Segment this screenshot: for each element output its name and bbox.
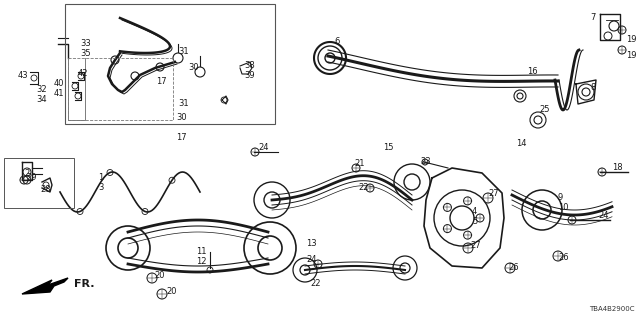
Text: 2: 2 bbox=[25, 170, 30, 179]
Text: 27: 27 bbox=[470, 242, 481, 251]
Text: 24: 24 bbox=[598, 212, 609, 220]
Text: 20: 20 bbox=[154, 271, 164, 281]
Text: 33: 33 bbox=[80, 39, 91, 49]
Text: 27: 27 bbox=[488, 189, 499, 198]
Text: 23: 23 bbox=[420, 157, 431, 166]
Text: 31: 31 bbox=[178, 47, 189, 57]
Text: 6: 6 bbox=[334, 37, 339, 46]
Text: 1: 1 bbox=[98, 173, 103, 182]
Text: 15: 15 bbox=[383, 143, 394, 153]
Text: 41: 41 bbox=[54, 90, 65, 99]
Text: 17: 17 bbox=[176, 133, 187, 142]
Text: 35: 35 bbox=[80, 50, 91, 59]
Text: 25: 25 bbox=[539, 106, 550, 115]
Polygon shape bbox=[22, 278, 68, 294]
Text: 32: 32 bbox=[36, 85, 47, 94]
Text: 12: 12 bbox=[196, 258, 207, 267]
Text: 8: 8 bbox=[590, 84, 595, 92]
Text: 22: 22 bbox=[310, 279, 321, 289]
Text: 30: 30 bbox=[188, 63, 198, 73]
Text: 3: 3 bbox=[98, 183, 104, 193]
Text: 18: 18 bbox=[612, 164, 623, 172]
Text: 16: 16 bbox=[527, 68, 538, 76]
Bar bbox=[4, 158, 74, 208]
Polygon shape bbox=[424, 168, 504, 268]
Bar bbox=[68, 58, 173, 120]
Text: 19: 19 bbox=[626, 36, 637, 44]
Text: 40: 40 bbox=[54, 79, 65, 89]
Text: 11: 11 bbox=[196, 247, 207, 257]
Text: 29: 29 bbox=[26, 173, 36, 182]
Text: 22: 22 bbox=[358, 183, 369, 193]
Text: 38: 38 bbox=[244, 61, 255, 70]
Bar bbox=[65, 4, 275, 124]
Text: 42: 42 bbox=[78, 69, 88, 78]
Text: 24: 24 bbox=[306, 255, 317, 265]
Text: 10: 10 bbox=[558, 204, 568, 212]
Text: 34: 34 bbox=[36, 95, 47, 105]
Text: 21: 21 bbox=[354, 159, 365, 169]
Text: 4: 4 bbox=[472, 206, 477, 215]
Text: 14: 14 bbox=[516, 140, 527, 148]
Text: 13: 13 bbox=[306, 239, 317, 249]
Text: 17: 17 bbox=[156, 77, 166, 86]
Text: FR.: FR. bbox=[74, 279, 95, 289]
Text: 7: 7 bbox=[590, 13, 595, 22]
Text: 9: 9 bbox=[558, 194, 563, 203]
Text: 5: 5 bbox=[472, 217, 477, 226]
Text: 39: 39 bbox=[244, 71, 255, 81]
Text: 26: 26 bbox=[508, 262, 518, 271]
Text: 24: 24 bbox=[258, 143, 269, 153]
Text: 28: 28 bbox=[40, 186, 51, 195]
Text: 20: 20 bbox=[166, 287, 177, 297]
Text: 31: 31 bbox=[178, 100, 189, 108]
Text: 30: 30 bbox=[176, 114, 187, 123]
Text: 26: 26 bbox=[558, 252, 568, 261]
Text: 19: 19 bbox=[626, 52, 637, 60]
Text: TBA4B2900C: TBA4B2900C bbox=[589, 306, 635, 312]
Text: 43: 43 bbox=[17, 71, 28, 81]
